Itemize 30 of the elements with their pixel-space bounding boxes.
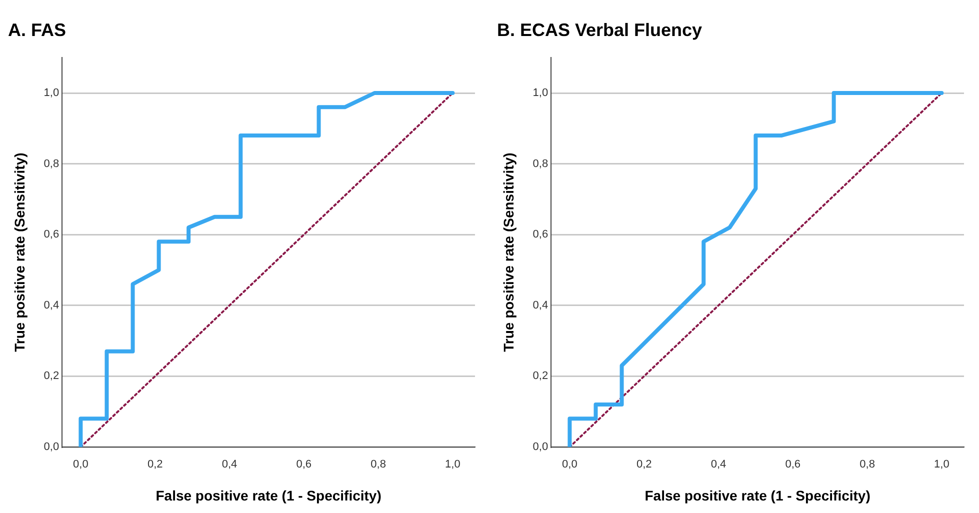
y-tick-label: 0,2: [44, 370, 60, 382]
x-tick-label: 1,0: [445, 458, 460, 471]
x-tick-label: 0,4: [222, 458, 238, 471]
y-tick-label: 1,0: [532, 87, 548, 100]
y-tick-label: 0,6: [532, 228, 548, 241]
y-tick-label: 0,2: [532, 370, 548, 382]
x-tick-label: 0,4: [710, 458, 726, 471]
x-tick-label: 0,0: [73, 458, 88, 471]
y-axis-title: True positive rate (Sensitivity): [500, 152, 516, 352]
y-tick-label: 0,4: [44, 299, 60, 312]
x-tick-label: 0,8: [370, 458, 386, 471]
y-axis-title: True positive rate (Sensitivity): [11, 152, 28, 352]
y-tick-label: 1,0: [44, 87, 60, 100]
y-tick-label: 0,0: [44, 441, 60, 454]
x-tick-label: 0,6: [296, 458, 312, 471]
y-tick-label: 0,8: [44, 158, 60, 170]
x-tick-label: 0,0: [562, 458, 578, 471]
y-tick-label: 0,6: [44, 228, 60, 241]
y-tick-label: 0,8: [532, 158, 548, 170]
x-axis-title: False positive rate (1 - Specificity): [644, 487, 870, 504]
x-tick-label: 0,2: [147, 458, 163, 471]
chart-title: B. ECAS Verbal Fluency: [497, 20, 702, 40]
x-tick-label: 0,2: [636, 458, 652, 471]
x-tick-label: 0,6: [785, 458, 801, 471]
x-axis-title: False positive rate (1 - Specificity): [156, 487, 382, 504]
x-tick-label: 0,8: [860, 458, 875, 471]
y-tick-label: 0,0: [532, 441, 548, 454]
x-tick-label: 1,0: [934, 458, 950, 471]
y-tick-label: 0,4: [532, 299, 548, 312]
chart-title: A. FAS: [8, 20, 66, 40]
